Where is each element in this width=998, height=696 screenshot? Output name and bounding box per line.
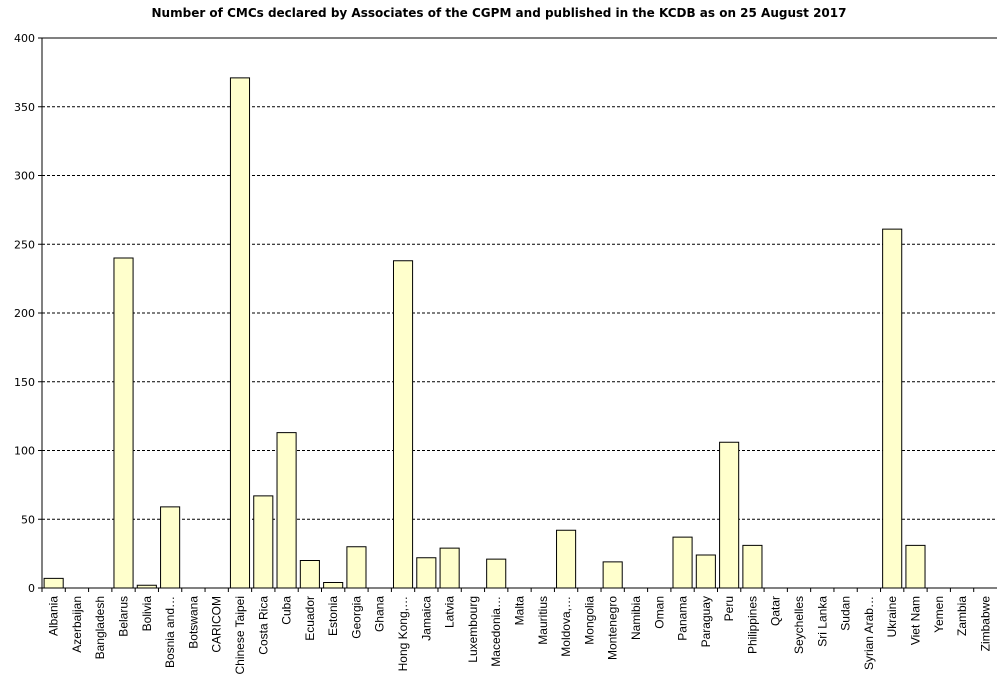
y-tick-label: 50 <box>21 513 35 526</box>
bar <box>905 544 926 589</box>
x-tick-label: Sudan <box>839 596 853 631</box>
x-tick-label: Namibia <box>629 596 643 640</box>
x-tick-label: Zambia <box>955 596 969 636</box>
x-tick-label: Mongolia <box>582 596 596 645</box>
bar <box>276 432 297 589</box>
bar <box>43 577 64 589</box>
x-tick-label: Bosnia and… <box>163 596 177 668</box>
bar <box>672 536 693 589</box>
x-tick-label: Mauritius <box>536 596 550 645</box>
y-tick-label: 300 <box>14 170 35 183</box>
x-tick-label: Paraguay <box>699 596 713 647</box>
gridlines <box>42 37 997 520</box>
x-tick-label: Latvia <box>443 596 457 628</box>
x-tick-label: Costa Rica <box>256 596 270 655</box>
x-tick-label: Georgia <box>349 596 363 639</box>
bar <box>719 441 740 589</box>
chart-title: Number of CMCs declared by Associates of… <box>151 6 847 20</box>
x-tick-label: Hong Kong,… <box>396 596 410 671</box>
axes <box>38 37 997 592</box>
x-tick-label: Sri Lanka <box>815 596 829 647</box>
y-tick-label: 200 <box>14 307 35 320</box>
x-tick-label: Montenegro <box>606 596 620 660</box>
x-tick-label: Syrian Arab… <box>862 596 876 670</box>
y-tick-labels: 0 50 100 150 200 250 300 350 400 <box>14 32 35 595</box>
y-tick-label: 250 <box>14 238 35 251</box>
x-tick-label: Jamaica <box>419 596 433 641</box>
x-tick-label: Seychelles <box>792 596 806 654</box>
x-tick-label: Philippines <box>745 596 759 654</box>
y-tick-label: 400 <box>14 32 35 45</box>
bar <box>229 77 251 589</box>
x-tick-label: Moldova,… <box>559 596 573 657</box>
x-tick-label: Qatar <box>769 596 783 626</box>
x-tick-label: Panama <box>676 596 690 641</box>
bar <box>556 529 577 589</box>
x-tick-label: Belarus <box>117 596 131 637</box>
y-tick-label: 150 <box>14 376 35 389</box>
x-tick-label: Luxembourg <box>466 596 480 663</box>
bar <box>439 547 460 589</box>
x-tick-label: Peru <box>722 596 736 621</box>
x-tick-label: Cuba <box>280 596 294 625</box>
y-tick-label: 100 <box>14 445 35 458</box>
y-tick-label: 350 <box>14 101 35 114</box>
bar <box>113 257 134 589</box>
x-tick-label: CARICOM <box>210 596 224 653</box>
x-tick-label: Bangladesh <box>93 596 107 659</box>
y-tick-label: 0 <box>28 582 35 595</box>
bar <box>253 495 274 589</box>
bar <box>742 544 763 589</box>
x-tick-label: Bolivia <box>140 596 154 632</box>
bars <box>43 77 926 589</box>
x-tick-label: Ukraine <box>885 596 899 638</box>
x-tick-labels: Albania Azerbaijan Bangladesh Belarus Bolivi… <box>47 596 993 675</box>
x-tick-label: Oman <box>652 596 666 629</box>
x-tick-label: Zimbabwe <box>978 596 992 652</box>
bar <box>323 582 344 589</box>
x-tick-label: Botswana <box>186 596 200 649</box>
bar <box>346 546 367 589</box>
bar <box>695 554 716 589</box>
x-tick-label: Estonia <box>326 596 340 636</box>
x-tick-label: Azerbaijan <box>70 596 84 653</box>
x-tick-label: Macedonia… <box>489 596 503 667</box>
x-tick-label: Malta <box>513 596 527 626</box>
bar <box>136 584 157 589</box>
bar <box>392 260 414 589</box>
x-tick-label: Ghana <box>373 596 387 632</box>
bar <box>160 506 181 589</box>
x-tick-label: Ecuador <box>303 596 317 641</box>
x-tick-label: Yemen <box>932 596 946 633</box>
x-tick-label: Viet Nam <box>908 596 922 645</box>
bar <box>602 561 623 589</box>
x-tick-label: Albania <box>47 596 61 636</box>
bar <box>882 228 903 589</box>
bar <box>416 557 437 589</box>
bar <box>486 558 507 589</box>
bar <box>299 560 320 589</box>
x-tick-label: Chinese Taipei <box>233 596 247 675</box>
